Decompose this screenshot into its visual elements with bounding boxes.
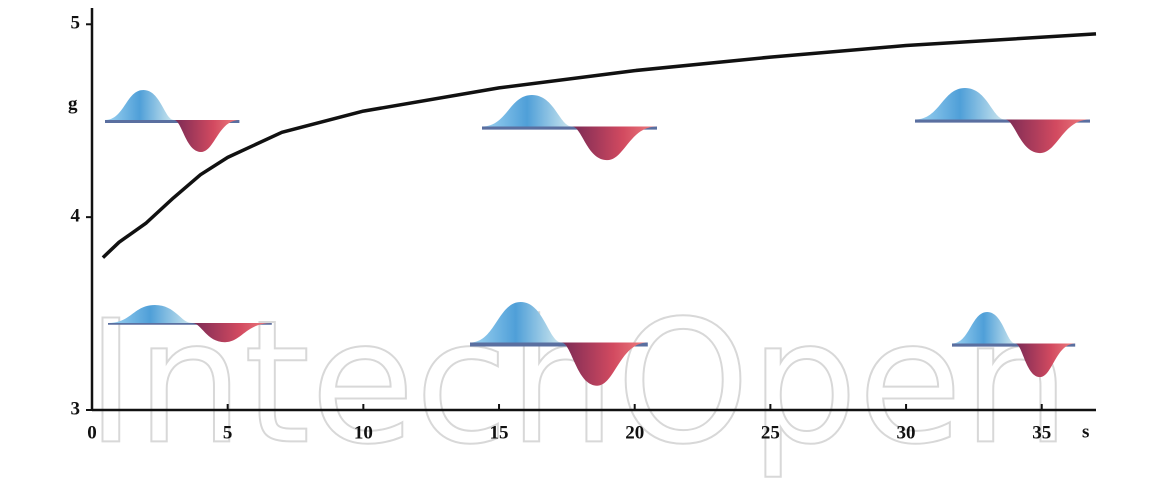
x-tick-label: 25	[761, 422, 780, 443]
x-tick-label: 10	[354, 422, 373, 443]
y-axis-label: g	[68, 93, 78, 114]
data-line	[101, 32, 1097, 259]
y-tick-label: 5	[71, 13, 81, 34]
x-tick-label: 15	[490, 422, 509, 443]
x-tick-label: 35	[1032, 422, 1051, 443]
x-tick-label: 0	[87, 422, 97, 443]
x-tick-label: 30	[897, 422, 916, 443]
y-tick-label: 3	[71, 398, 81, 419]
x-tick-label: 5	[223, 422, 233, 443]
watermark: IntechOpen	[86, 284, 1070, 480]
x-axis-label: s	[1082, 421, 1089, 442]
y-tick-label: 4	[71, 206, 81, 227]
x-tick-label: 20	[625, 422, 644, 443]
